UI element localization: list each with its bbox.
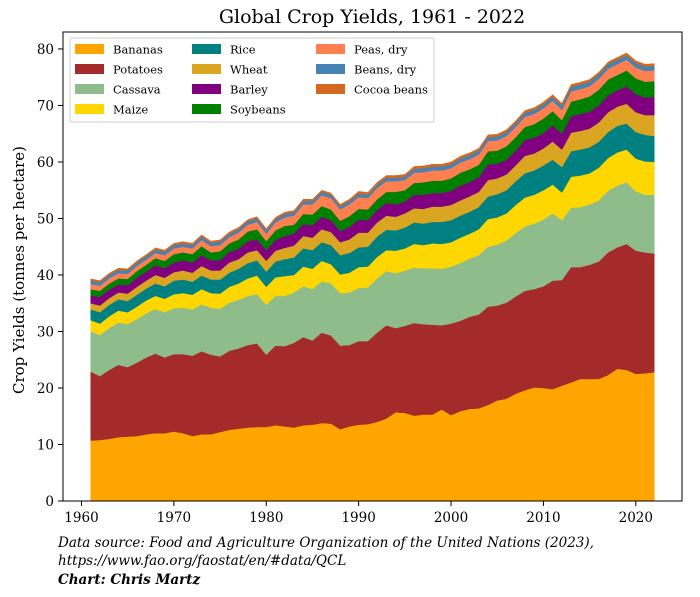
legend-swatch (316, 84, 345, 94)
area-cocoa-beans (90, 52, 655, 283)
legend-label: Potatoes (113, 63, 163, 77)
legend-label: Maize (113, 103, 148, 117)
legend-label: Peas, dry (354, 43, 408, 57)
legend: Bananas Potatoes Cassava Maize Rice Wheat Barl… (69, 37, 435, 123)
plot-frame (62, 31, 683, 502)
legend-label: Cocoa beans (354, 83, 428, 97)
legend-swatch (316, 44, 345, 54)
legend-label: Bananas (113, 43, 163, 57)
data-source-url: https://www.fao.org/faostat/en/#data/QCL (58, 553, 347, 569)
x-tick-label: 1970 (157, 510, 191, 526)
y-tick-label: 30 (37, 324, 54, 340)
legend-swatch (192, 84, 221, 94)
y-axis-label: Crop Yields (tonnes per hectare) (10, 146, 28, 394)
legend-swatch (192, 104, 221, 114)
legend-swatch (75, 44, 104, 54)
y-tick-label: 80 (37, 42, 54, 58)
legend-swatch (316, 64, 345, 74)
x-tick-label: 2000 (434, 510, 468, 526)
legend-label: Rice (230, 43, 256, 57)
legend-swatch (75, 64, 104, 74)
stacked-areas (90, 52, 655, 502)
chart-credit: Chart: Chris Martz (58, 572, 201, 588)
y-axis: 0 10 20 30 40 50 60 70 80 (37, 42, 63, 510)
y-tick-label: 70 (37, 98, 54, 114)
legend-label: Cassava (113, 83, 161, 97)
legend-label: Beans, dry (354, 63, 417, 77)
y-tick-label: 20 (37, 381, 54, 397)
x-tick-label: 2020 (619, 510, 653, 526)
legend-label: Barley (230, 83, 268, 97)
x-tick-label: 1960 (64, 510, 98, 526)
legend-swatch (75, 84, 104, 94)
x-tick-label: 2010 (526, 510, 560, 526)
y-tick-label: 0 (45, 494, 54, 510)
legend-swatch (192, 44, 221, 54)
legend-label: Soybeans (230, 103, 286, 117)
data-source-line: Data source: Food and Agriculture Organi… (58, 535, 594, 551)
x-axis: 1960 1970 1980 1990 2000 2010 2020 (64, 501, 653, 526)
legend-swatch (75, 104, 104, 114)
data-source-note: Data source: Food and Agriculture Organi… (58, 534, 594, 570)
y-tick-label: 40 (37, 268, 54, 284)
x-tick-label: 1990 (341, 510, 375, 526)
chart-title: Global Crop Yields, 1961 - 2022 (219, 6, 525, 28)
y-tick-label: 10 (37, 437, 54, 453)
x-tick-label: 1980 (249, 510, 283, 526)
legend-label: Wheat (230, 63, 268, 77)
legend-box (69, 37, 435, 123)
legend-swatch (192, 64, 221, 74)
y-tick-label: 60 (37, 155, 54, 171)
y-tick-label: 50 (37, 211, 54, 227)
